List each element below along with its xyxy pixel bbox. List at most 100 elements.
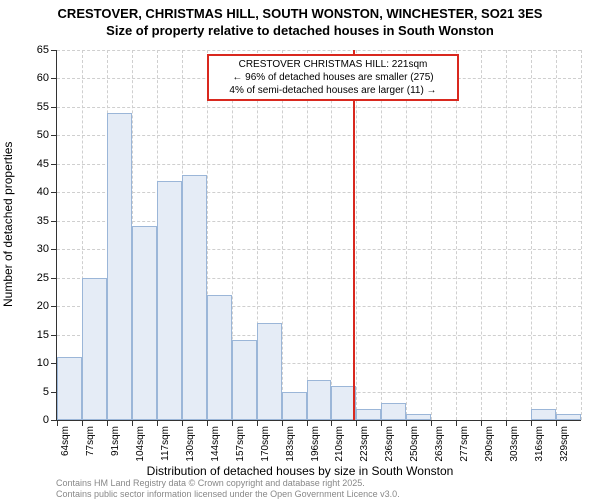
y-tick-label: 55: [37, 101, 49, 113]
y-tick-label: 15: [37, 329, 49, 341]
x-tick: [431, 420, 432, 426]
gridline-v: [506, 50, 507, 420]
gridline-v: [307, 50, 308, 420]
y-tick: [51, 192, 57, 193]
gridline-h: [57, 135, 581, 136]
y-tick-label: 30: [37, 243, 49, 255]
histogram-bar: [207, 295, 232, 420]
gridline-h: [57, 192, 581, 193]
footer-line2: Contains public sector information licen…: [56, 489, 400, 500]
x-tick: [556, 420, 557, 426]
x-tick-label: 91sqm: [110, 426, 121, 456]
gridline-v: [381, 50, 382, 420]
x-tick: [307, 420, 308, 426]
y-tick: [51, 78, 57, 79]
y-tick-label: 5: [43, 386, 49, 398]
gridline-h: [57, 107, 581, 108]
x-tick: [232, 420, 233, 426]
y-tick-label: 0: [43, 414, 49, 426]
footer-text: Contains HM Land Registry data © Crown c…: [56, 478, 400, 500]
y-tick: [51, 335, 57, 336]
histogram-bar: [182, 175, 207, 420]
y-tick-label: 10: [37, 357, 49, 369]
annotation-box: CRESTOVER CHRISTMAS HILL: 221sqm ← 96% o…: [207, 54, 459, 101]
x-tick-label: 144sqm: [210, 426, 221, 462]
x-tick-label: 277sqm: [459, 426, 470, 462]
x-tick: [282, 420, 283, 426]
y-tick: [51, 249, 57, 250]
y-tick-label: 20: [37, 300, 49, 312]
y-tick-label: 35: [37, 215, 49, 227]
histogram-bar: [556, 414, 581, 420]
gridline-v: [556, 50, 557, 420]
x-tick-label: 290sqm: [484, 426, 495, 462]
x-tick: [531, 420, 532, 426]
x-tick-label: 329sqm: [559, 426, 570, 462]
gridline-h: [57, 164, 581, 165]
gridline-v: [456, 50, 457, 420]
gridline-v: [431, 50, 432, 420]
annotation-line2: ← 96% of detached houses are smaller (27…: [213, 71, 453, 84]
x-tick-label: 117sqm: [160, 426, 171, 461]
y-tick: [51, 50, 57, 51]
histogram-bar: [307, 380, 332, 420]
x-tick: [381, 420, 382, 426]
y-tick-label: 50: [37, 129, 49, 141]
histogram-bar: [356, 409, 381, 420]
histogram-bar: [57, 357, 82, 420]
x-tick-label: 157sqm: [235, 426, 246, 462]
histogram-bar: [232, 340, 257, 420]
gridline-v: [481, 50, 482, 420]
y-tick-label: 65: [37, 44, 49, 56]
annotation-line1: CRESTOVER CHRISTMAS HILL: 221sqm: [213, 58, 453, 71]
x-tick: [82, 420, 83, 426]
x-tick: [331, 420, 332, 426]
x-tick: [132, 420, 133, 426]
x-tick: [506, 420, 507, 426]
x-tick: [207, 420, 208, 426]
gridline-v: [331, 50, 332, 420]
y-tick-label: 40: [37, 186, 49, 198]
x-tick: [257, 420, 258, 426]
gridline-v: [356, 50, 357, 420]
x-tick-label: 210sqm: [334, 426, 345, 462]
x-tick: [182, 420, 183, 426]
y-tick: [51, 107, 57, 108]
y-tick: [51, 306, 57, 307]
histogram-chart: CRESTOVER, CHRISTMAS HILL, SOUTH WONSTON…: [0, 0, 600, 500]
histogram-bar: [381, 403, 406, 420]
x-tick-label: 77sqm: [85, 426, 96, 456]
gridline-v: [406, 50, 407, 420]
x-tick-label: 183sqm: [285, 426, 296, 462]
gridline-v: [531, 50, 532, 420]
histogram-bar: [132, 226, 157, 420]
x-tick: [456, 420, 457, 426]
x-tick-label: 223sqm: [359, 426, 370, 462]
y-tick: [51, 278, 57, 279]
x-tick-label: 263sqm: [434, 426, 445, 462]
x-tick: [57, 420, 58, 426]
histogram-bar: [282, 392, 307, 420]
x-tick-label: 170sqm: [260, 426, 271, 462]
x-tick: [356, 420, 357, 426]
chart-title-line1: CRESTOVER, CHRISTMAS HILL, SOUTH WONSTON…: [0, 0, 600, 23]
x-tick: [107, 420, 108, 426]
x-tick-label: 104sqm: [135, 426, 146, 462]
histogram-bar: [406, 414, 431, 420]
y-axis-title: Number of detached properties: [1, 142, 15, 307]
x-tick: [406, 420, 407, 426]
y-tick-label: 60: [37, 72, 49, 84]
x-tick-label: 196sqm: [310, 426, 321, 462]
plot-area: 0510152025303540455055606564sqm77sqm91sq…: [56, 50, 581, 421]
x-tick-label: 64sqm: [60, 426, 71, 456]
x-tick-label: 316sqm: [534, 426, 545, 462]
gridline-h: [57, 221, 581, 222]
x-tick-label: 236sqm: [384, 426, 395, 462]
y-tick-label: 25: [37, 272, 49, 284]
y-tick: [51, 221, 57, 222]
footer-line1: Contains HM Land Registry data © Crown c…: [56, 478, 400, 489]
histogram-bar: [107, 113, 132, 420]
histogram-bar: [82, 278, 107, 420]
x-tick-label: 250sqm: [409, 426, 420, 462]
chart-title-line2: Size of property relative to detached ho…: [0, 23, 600, 38]
